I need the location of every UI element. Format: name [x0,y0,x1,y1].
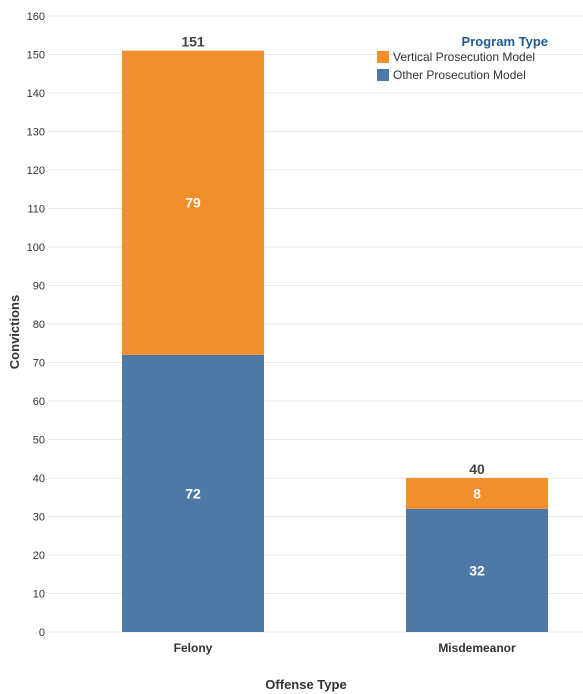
legend: Program Type Vertical Prosecution Model … [377,34,548,82]
y-tick-label: 70 [33,358,45,370]
y-tick-label: 120 [27,165,45,177]
segment-value-label: 32 [469,562,485,578]
y-tick-label: 20 [33,550,45,562]
y-tick-label: 150 [27,50,45,62]
x-category-label: Felony [174,641,213,655]
y-tick-label: 140 [27,88,45,100]
y-tick-label: 80 [33,319,45,331]
y-tick-label: 50 [33,435,45,447]
legend-swatch-vertical [377,51,389,63]
bar-segment [122,354,264,632]
data-labels: 72 79 151 32 8 40 [181,34,485,579]
bar-segment [406,508,548,632]
y-tick-label: 100 [27,242,45,254]
legend-label-vertical: Vertical Prosecution Model [393,50,535,64]
legend-swatch-other [377,69,389,81]
y-tick-label: 60 [33,396,45,408]
y-tick-label: 40 [33,473,45,485]
legend-label-other: Other Prosecution Model [393,68,526,82]
y-tick-label: 160 [27,11,45,23]
bar-segment [122,50,264,355]
y-axis-ticks: 0 10 20 30 40 50 60 70 80 90 100 110 120 130 140 150 160 [27,11,45,639]
y-tick-label: 130 [27,127,45,139]
segment-value-label: 8 [473,485,481,501]
bar-segment [406,478,548,509]
x-axis-title: Offense Type [265,677,346,692]
legend-title: Program Type [462,34,548,49]
x-category-label: Misdemeanor [438,641,516,655]
x-axis-categories: Felony Misdemeanor [174,641,516,655]
y-axis-title: Convictions [7,295,22,369]
bars [122,50,548,632]
segment-value-label: 72 [185,485,201,501]
y-tick-label: 30 [33,512,45,524]
y-tick-label: 10 [33,589,45,601]
y-tick-label: 90 [33,281,45,293]
segment-value-label: 79 [185,195,201,211]
bar-total-label: 40 [469,461,485,477]
bar-total-label: 151 [181,34,205,50]
y-tick-label: 110 [27,204,45,216]
y-tick-label: 0 [39,627,45,639]
